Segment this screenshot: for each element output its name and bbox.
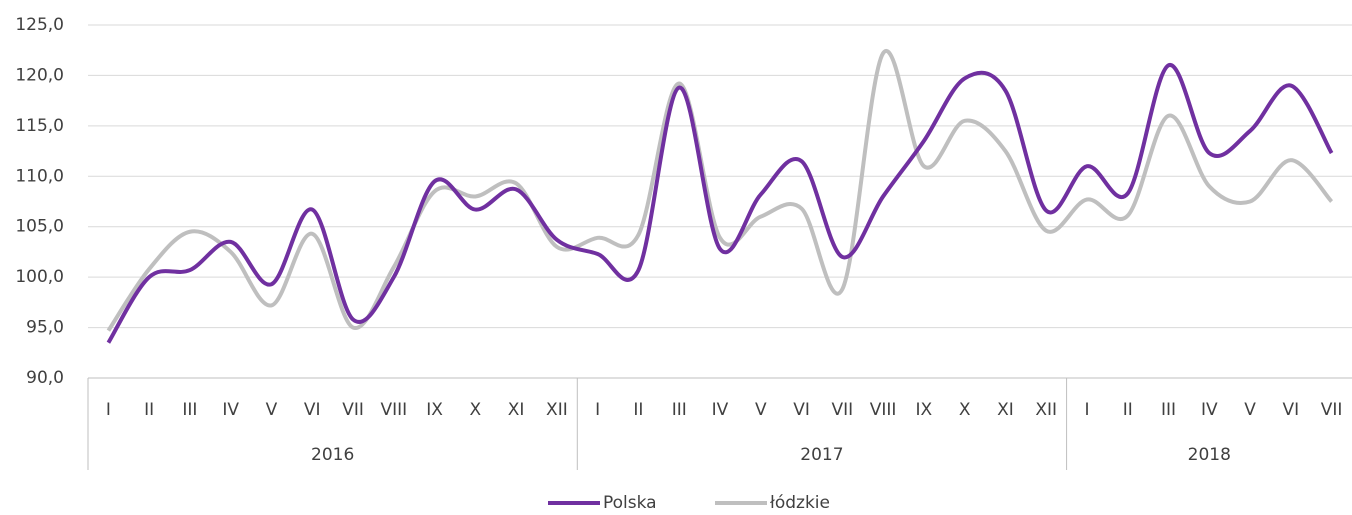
y-tick-label: 120,0 (15, 65, 64, 85)
x-tick-label: V (266, 400, 278, 420)
x-tick-label: VII (1321, 400, 1343, 420)
group-label: 2017 (800, 445, 843, 465)
x-tick-label: III (672, 400, 687, 420)
x-tick-label: VI (1283, 400, 1300, 420)
x-tick-label: X (959, 400, 971, 420)
x-tick-label: I (1084, 400, 1089, 420)
x-tick-label: IX (916, 400, 933, 420)
x-tick-label: II (633, 400, 643, 420)
y-tick-label: 90,0 (26, 368, 64, 388)
x-tick-label: VIII (380, 400, 407, 420)
y-tick-label: 125,0 (15, 15, 64, 35)
group-label: 2018 (1188, 445, 1231, 465)
group-label: 2016 (311, 445, 354, 465)
x-tick-label: III (182, 400, 197, 420)
x-tick-label: XI (508, 400, 525, 420)
x-tick-label: IV (1201, 400, 1218, 420)
x-tick-label: IV (222, 400, 239, 420)
y-tick-label: 115,0 (15, 116, 64, 136)
x-tick-label: I (106, 400, 111, 420)
legend-label: łódzkie (770, 493, 830, 513)
x-tick-label: VI (793, 400, 810, 420)
x-tick-label: VI (304, 400, 321, 420)
x-tick-label: V (1244, 400, 1256, 420)
y-tick-label: 100,0 (15, 267, 64, 287)
x-tick-label: VII (342, 400, 364, 420)
x-tick-label: XII (546, 400, 568, 420)
x-tick-label: I (595, 400, 600, 420)
x-tick-label: IV (712, 400, 729, 420)
x-tick-label: X (470, 400, 482, 420)
x-tick-label: XI (997, 400, 1014, 420)
y-tick-label: 110,0 (15, 166, 64, 186)
x-tick-label: V (755, 400, 767, 420)
x-tick-label: VII (831, 400, 853, 420)
y-tick-label: 95,0 (26, 318, 64, 338)
series-line (106, 63, 1334, 344)
x-tick-label: IX (426, 400, 443, 420)
x-tick-label: XII (1035, 400, 1057, 420)
x-tick-label: II (1123, 400, 1133, 420)
y-tick-label: 105,0 (15, 217, 64, 237)
legend-label: Polska (603, 493, 657, 513)
x-tick-label: VIII (870, 400, 897, 420)
x-tick-label: II (144, 400, 154, 420)
series-line (106, 48, 1334, 332)
x-tick-label: III (1161, 400, 1176, 420)
